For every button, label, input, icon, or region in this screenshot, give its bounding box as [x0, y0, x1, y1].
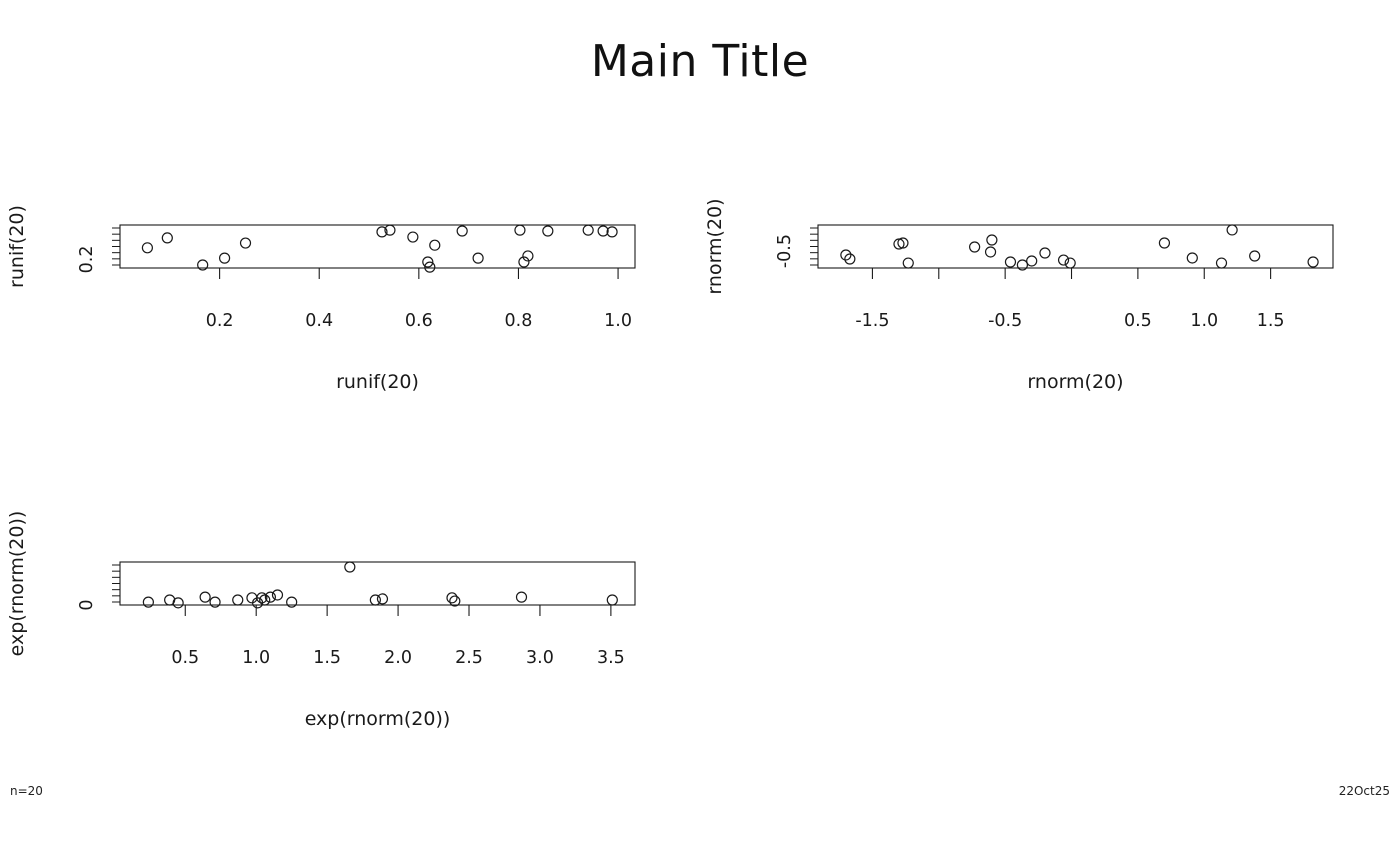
panel-3: 0.5 1.0 1.5 2.0 2.5 3.0 3.5 0 exp(rnorm(20)) exp(… — [6, 511, 636, 730]
data-point — [515, 591, 528, 603]
data-point — [199, 591, 211, 603]
x-tick-label: 1.0 — [604, 311, 632, 331]
y-axis-title: rnorm(20) — [704, 198, 726, 294]
data-point — [218, 252, 231, 264]
data-point — [597, 225, 609, 237]
data-point — [1307, 256, 1319, 268]
data-point — [197, 259, 209, 271]
data-point — [840, 249, 852, 261]
x-tick-label: 1.0 — [242, 648, 270, 668]
x-tick-label: 3.0 — [526, 648, 554, 668]
x-tick-label: 0.6 — [405, 311, 433, 331]
y-axis-title: runif(20) — [6, 205, 28, 288]
panel-1: 0.2 0.4 0.6 0.8 1.0 0.2 runif(20) runif(20) — [6, 205, 636, 393]
data-point — [271, 589, 284, 601]
data-point — [141, 242, 153, 254]
x-tick-label: 1.0 — [1190, 311, 1218, 331]
x-tick-label: 2.5 — [455, 648, 483, 668]
x-tick-label: 0.8 — [505, 311, 533, 331]
footer-left-annotation: n=20 — [10, 784, 43, 798]
data-point — [518, 256, 530, 268]
data-point — [1016, 259, 1029, 271]
data-point — [264, 591, 276, 603]
x-tick-label: -0.5 — [988, 311, 1022, 331]
data-point — [1064, 257, 1076, 269]
data-point — [606, 594, 618, 606]
data-point — [259, 594, 271, 606]
data-point — [1057, 254, 1070, 266]
data-point — [844, 253, 856, 265]
data-point — [286, 596, 298, 608]
data-point — [606, 226, 618, 238]
y-axis-title: exp(rnorm(20)) — [6, 511, 28, 657]
data-point — [897, 237, 909, 249]
data-point — [256, 592, 268, 604]
data-point — [986, 234, 998, 246]
data-point — [209, 596, 221, 608]
x-tick-label: 0.5 — [1124, 311, 1152, 331]
data-point — [984, 246, 997, 258]
y-tick-label: 0 — [77, 599, 97, 610]
data-point — [429, 239, 441, 251]
data-point — [446, 592, 458, 604]
data-point — [172, 597, 184, 609]
data-point — [369, 594, 381, 606]
data-point — [1249, 250, 1261, 262]
data-point — [1226, 224, 1238, 236]
data-point — [542, 225, 554, 237]
data-point — [1186, 252, 1198, 264]
data-point — [514, 224, 526, 236]
data-point — [522, 250, 534, 262]
panel-2: -1.5 -0.5 0.5 1.0 1.5 -0.5 rnorm(20) rnorm(20) — [704, 198, 1334, 393]
x-tick-label: 3.5 — [597, 648, 625, 668]
x-tick-label: 0.5 — [171, 648, 199, 668]
x-tick-label: 0.4 — [305, 311, 333, 331]
data-point — [161, 232, 173, 244]
x-tick-label: -1.5 — [855, 311, 889, 331]
data-point — [969, 241, 981, 253]
x-axis-title: exp(rnorm(20)) — [305, 708, 451, 730]
data-point — [456, 225, 468, 237]
data-point — [1158, 237, 1171, 249]
main-title: Main Title — [590, 36, 810, 87]
x-tick-label: 1.5 — [1257, 311, 1285, 331]
data-point — [902, 257, 914, 269]
data-point — [376, 226, 388, 238]
data-point — [472, 252, 484, 264]
data-point — [424, 261, 436, 273]
x-tick-label: 2.0 — [384, 648, 412, 668]
data-point — [1215, 257, 1228, 269]
data-point — [1026, 255, 1038, 267]
data-point — [422, 256, 434, 268]
data-point — [449, 595, 461, 607]
footer-right-annotation: 22Oct25 — [1338, 784, 1390, 798]
x-tick-label: 1.5 — [313, 648, 341, 668]
x-axis-title: rnorm(20) — [1027, 371, 1123, 393]
data-point — [142, 596, 154, 608]
data-point — [232, 594, 244, 606]
x-axis-title: runif(20) — [336, 371, 419, 393]
data-point — [239, 237, 252, 249]
x-tick-label: 0.2 — [206, 311, 234, 331]
data-point — [407, 231, 419, 243]
data-point — [344, 561, 356, 573]
y-tick-label: -0.5 — [775, 234, 795, 268]
data-point — [893, 238, 905, 250]
y-tick-label: 0.2 — [77, 245, 97, 273]
data-point — [376, 593, 389, 605]
data-point — [582, 224, 594, 236]
data-point — [384, 224, 396, 236]
data-point — [1004, 256, 1017, 268]
data-point — [1039, 247, 1051, 259]
